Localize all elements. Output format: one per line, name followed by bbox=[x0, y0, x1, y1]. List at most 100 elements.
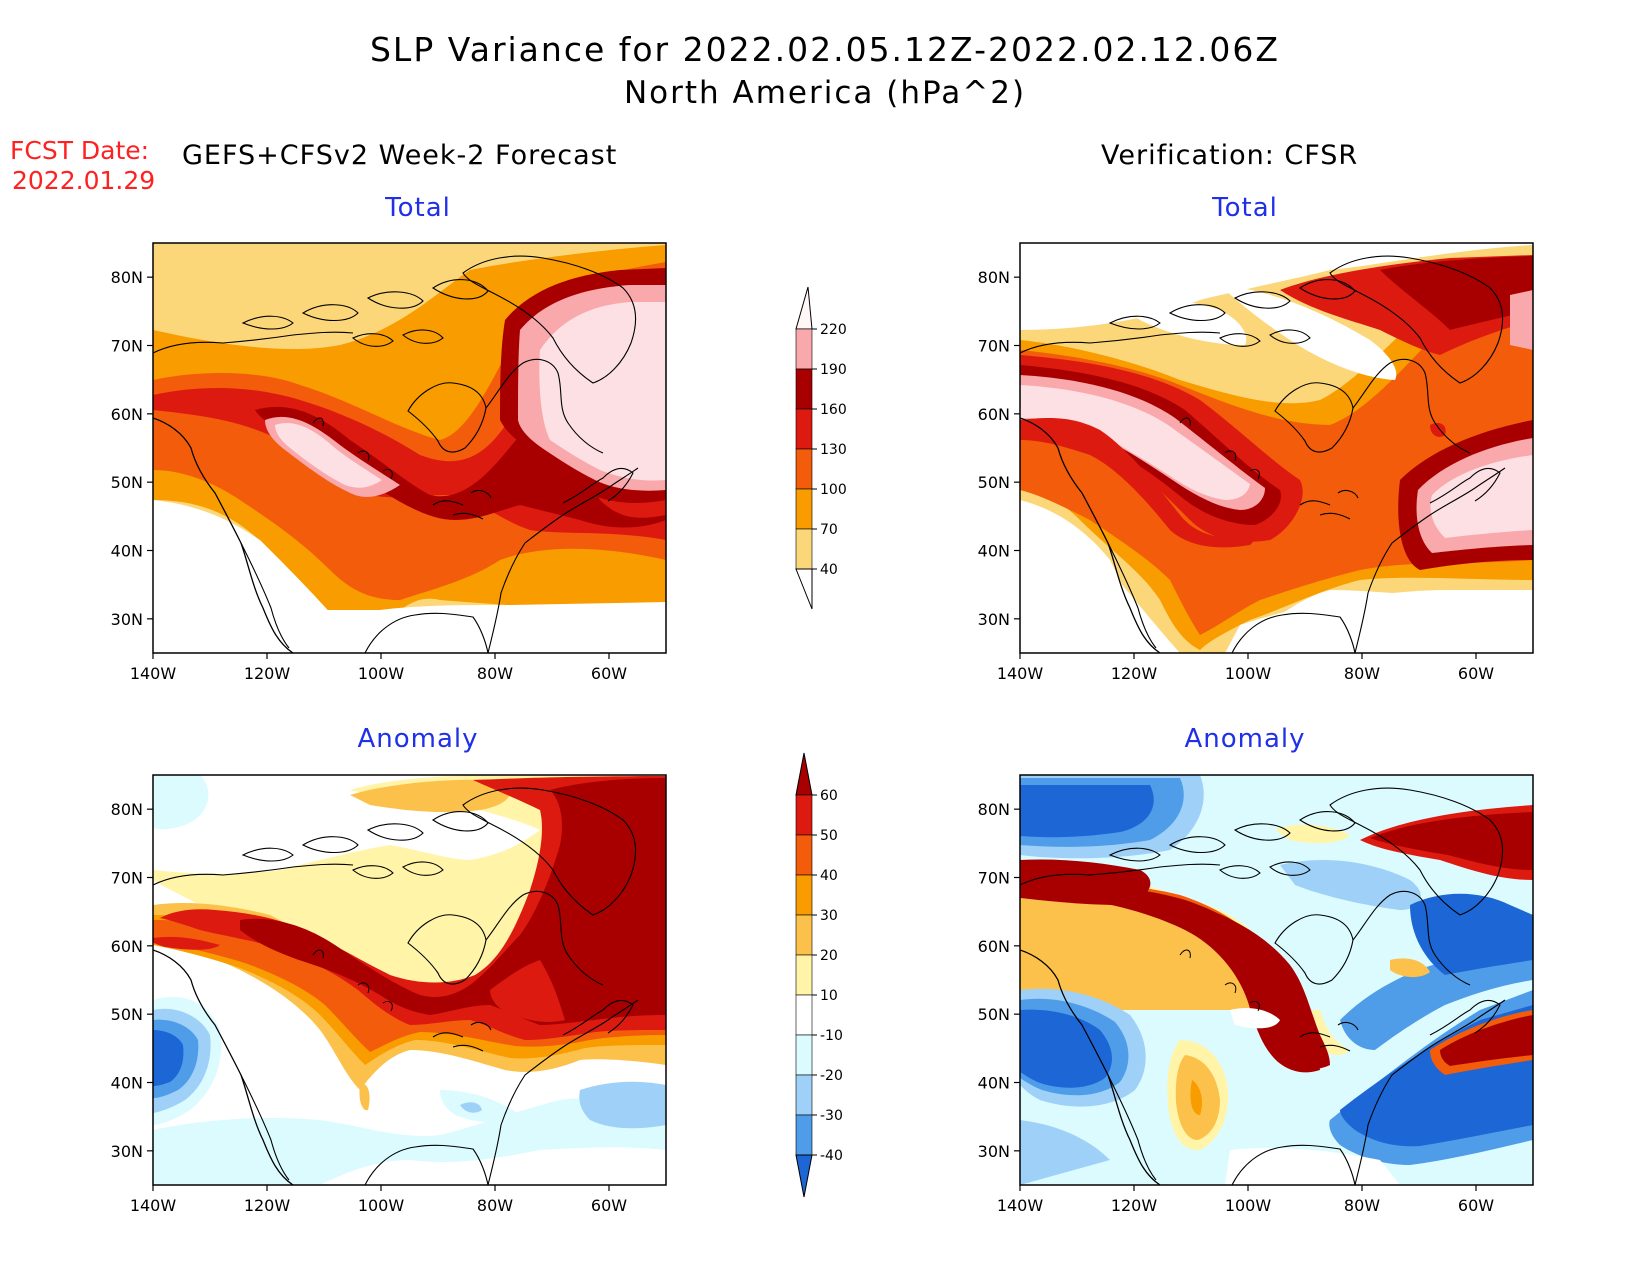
colorbar-anomaly: 60 50 40 30 20 10 -10 -20 -30 -40 bbox=[795, 752, 843, 1198]
lat-tick-label: 30N bbox=[111, 1142, 143, 1161]
forecast-anomaly-frame bbox=[152, 774, 667, 1186]
axes-layer: 140W 120W 100W 80W 60W 80N 70N 60N 50N 40N 30N 140W… bbox=[111, 268, 1495, 1215]
lat-tick-label: 60N bbox=[111, 937, 143, 956]
colorbar-total-swatch bbox=[795, 328, 813, 370]
colorbar-total-bottom-arrow bbox=[795, 568, 813, 610]
colorbar-total-label: 190 bbox=[820, 362, 847, 378]
lat-tick-label: 50N bbox=[111, 1005, 143, 1024]
colorbar-anomaly-swatch bbox=[795, 1034, 813, 1076]
colorbar-total-label: 160 bbox=[820, 402, 847, 418]
lat-tick-label: 80N bbox=[111, 268, 143, 287]
colorbar-total-swatch bbox=[795, 448, 813, 490]
verification-total-frame bbox=[1019, 242, 1534, 654]
colorbar-anomaly-label: 20 bbox=[820, 948, 838, 964]
lat-tick-label: 50N bbox=[978, 473, 1010, 492]
lon-tick-label: 60W bbox=[1458, 1196, 1494, 1215]
lat-tick-label: 30N bbox=[978, 610, 1010, 629]
verification-anomaly-map bbox=[1020, 775, 1533, 1185]
colorbar-anomaly-swatch bbox=[795, 994, 813, 1036]
panel-title-forecast-total: Total bbox=[385, 193, 451, 223]
lat-tick-label: 60N bbox=[978, 405, 1010, 424]
colorbar-total-label: 40 bbox=[820, 562, 838, 578]
lon-tick-label: 60W bbox=[1458, 664, 1494, 683]
verification-anomaly-frame bbox=[1019, 774, 1534, 1186]
lon-tick-label: 60W bbox=[591, 664, 627, 683]
lon-tick-label: 80W bbox=[477, 1196, 513, 1215]
colorbar-anomaly-label: -40 bbox=[820, 1148, 843, 1164]
verification-column-header: Verification: CFSR bbox=[1101, 140, 1359, 171]
forecast-column-header: GEFS+CFSv2 Week-2 Forecast bbox=[182, 140, 618, 171]
colorbar-total-label: 130 bbox=[820, 442, 847, 458]
colorbar-total-label: 220 bbox=[820, 322, 847, 338]
colorbar-total-top-arrow bbox=[795, 286, 813, 330]
lat-tick-label: 40N bbox=[978, 542, 1010, 561]
lon-tick-label: 80W bbox=[1344, 664, 1380, 683]
main-title: SLP Variance for 2022.02.05.12Z-2022.02.… bbox=[369, 30, 1281, 69]
colorbar-total-label: 100 bbox=[820, 482, 847, 498]
colorbar-total-swatch bbox=[795, 488, 813, 530]
colorbar-total-swatch bbox=[795, 368, 813, 410]
lat-tick-label: 40N bbox=[111, 542, 143, 561]
fcst-date-label: FCST Date: bbox=[10, 136, 150, 165]
colorbar-anomaly-label: 50 bbox=[820, 828, 838, 844]
lat-tick-label: 70N bbox=[111, 869, 143, 888]
subtitle: North America (hPa^2) bbox=[623, 75, 1027, 111]
colorbar-anomaly-swatch bbox=[795, 1074, 813, 1116]
colorbar-anomaly-swatch bbox=[795, 914, 813, 956]
lon-tick-label: 100W bbox=[1225, 664, 1272, 683]
lat-tick-label: 50N bbox=[978, 1005, 1010, 1024]
panel-title-verification-anomaly: Anomaly bbox=[1184, 724, 1306, 754]
colorbar-total-swatch bbox=[795, 408, 813, 450]
colorbar-anomaly-label: -10 bbox=[820, 1028, 843, 1044]
colorbar-anomaly-label: 40 bbox=[820, 868, 838, 884]
lat-tick-label: 40N bbox=[978, 1074, 1010, 1093]
lat-tick-label: 60N bbox=[111, 405, 143, 424]
lat-tick-label: 40N bbox=[111, 1074, 143, 1093]
lon-tick-label: 140W bbox=[130, 1196, 177, 1215]
lat-tick-label: 30N bbox=[978, 1142, 1010, 1161]
lat-tick-label: 60N bbox=[978, 937, 1010, 956]
lon-tick-label: 140W bbox=[997, 664, 1044, 683]
colorbar-anomaly-label: 60 bbox=[820, 788, 838, 804]
lon-tick-label: 140W bbox=[997, 1196, 1044, 1215]
lon-tick-label: 100W bbox=[358, 664, 405, 683]
colorbar-anomaly-swatch bbox=[795, 1114, 813, 1156]
forecast-total-map bbox=[153, 243, 666, 653]
forecast-total-frame bbox=[152, 242, 667, 654]
lon-tick-label: 120W bbox=[1111, 664, 1158, 683]
lat-tick-label: 30N bbox=[111, 610, 143, 629]
colorbar-anomaly-label: 30 bbox=[820, 908, 838, 924]
lon-tick-label: 120W bbox=[244, 1196, 291, 1215]
panel-title-forecast-anomaly: Anomaly bbox=[357, 724, 479, 754]
colorbar-anomaly-label: -30 bbox=[820, 1108, 843, 1124]
lat-tick-label: 50N bbox=[111, 473, 143, 492]
lon-tick-label: 120W bbox=[244, 664, 291, 683]
lon-tick-label: 120W bbox=[1111, 1196, 1158, 1215]
colorbar-anomaly-swatch bbox=[795, 874, 813, 916]
colorbar-anomaly-swatch bbox=[795, 834, 813, 876]
lat-tick-label: 70N bbox=[978, 869, 1010, 888]
colorbar-total-label: 70 bbox=[820, 522, 838, 538]
colorbar-total-swatch bbox=[795, 528, 813, 570]
lat-tick-label: 80N bbox=[111, 800, 143, 819]
colorbar-anomaly-label: -20 bbox=[820, 1068, 843, 1084]
forecast-anomaly-map bbox=[153, 775, 666, 1185]
lat-tick-label: 70N bbox=[978, 337, 1010, 356]
panel-title-verification-total: Total bbox=[1212, 193, 1278, 223]
verification-total-map bbox=[1020, 243, 1533, 653]
lon-tick-label: 100W bbox=[358, 1196, 405, 1215]
colorbar-total: 220 190 160 130 100 70 40 bbox=[795, 286, 847, 610]
colorbar-anomaly-top-arrow bbox=[795, 752, 813, 796]
lon-tick-label: 80W bbox=[477, 664, 513, 683]
lat-tick-label: 80N bbox=[978, 268, 1010, 287]
colorbar-anomaly-label: 10 bbox=[820, 988, 838, 1004]
lat-tick-label: 70N bbox=[111, 337, 143, 356]
lon-tick-label: 100W bbox=[1225, 1196, 1272, 1215]
colorbar-anomaly-bottom-arrow bbox=[795, 1154, 813, 1198]
lon-tick-label: 80W bbox=[1344, 1196, 1380, 1215]
lon-tick-label: 140W bbox=[130, 664, 177, 683]
colorbar-anomaly-swatch bbox=[795, 794, 813, 836]
lon-tick-label: 60W bbox=[591, 1196, 627, 1215]
colorbar-anomaly-swatch bbox=[795, 954, 813, 996]
fcst-date-value: 2022.01.29 bbox=[12, 166, 156, 195]
